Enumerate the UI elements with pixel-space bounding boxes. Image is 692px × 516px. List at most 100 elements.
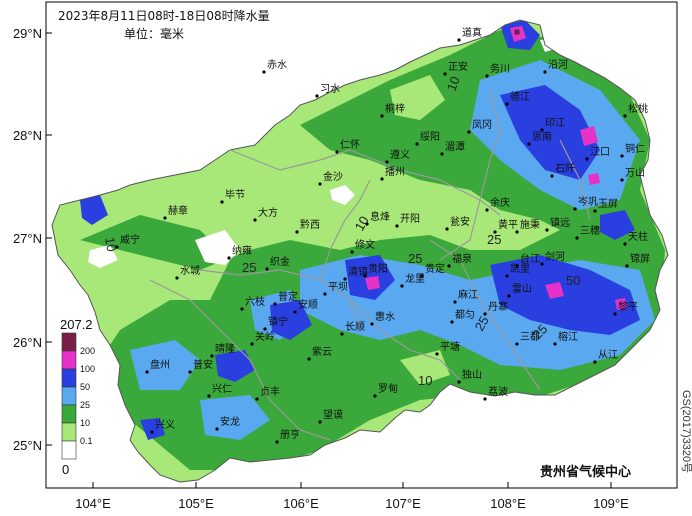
city-dot — [415, 142, 419, 146]
legend-swatch — [61, 368, 77, 388]
city-dot — [253, 218, 257, 222]
city-dot — [573, 207, 577, 211]
city-label: 天柱 — [628, 230, 648, 243]
city-label: 江口 — [590, 146, 610, 158]
city-dot — [483, 312, 487, 316]
legend-label: 0.1 — [80, 436, 93, 446]
city-label: 三穗 — [580, 224, 600, 237]
legend-swatch — [61, 332, 77, 352]
city-label: 施秉 — [520, 218, 540, 231]
city-dot — [505, 102, 509, 106]
city-label: 赤水 — [267, 59, 287, 71]
city-label: 余庆 — [490, 196, 510, 209]
city-label: 凯里 — [510, 262, 530, 275]
legend-swatch — [61, 404, 77, 424]
city-label: 绥阳 — [420, 131, 440, 143]
legend-label: 25 — [80, 400, 90, 410]
city-label: 镇远 — [550, 216, 570, 229]
city-dot — [540, 262, 544, 266]
city-dot — [620, 178, 624, 182]
legend-min-label: 0 — [62, 462, 69, 477]
city-label: 关岭 — [255, 330, 275, 343]
city-dot — [450, 320, 454, 324]
city-dot — [435, 352, 439, 356]
city-label: 凤冈 — [472, 119, 492, 131]
city-label: 德江 — [510, 90, 530, 103]
legend-label: 100 — [80, 364, 95, 374]
prefecture-borders — [149, 89, 591, 441]
lon-label: 104°E — [75, 496, 111, 511]
city-dot — [255, 397, 259, 401]
city-label: 道真 — [462, 26, 482, 39]
lat-label: 29°N — [13, 26, 42, 41]
city-label: 威宁 — [120, 233, 140, 246]
city-dot — [365, 222, 369, 226]
city-dot — [273, 302, 277, 306]
city-dot — [275, 440, 279, 444]
city-dot — [293, 310, 297, 314]
contour-label: 25 — [242, 260, 256, 275]
city-dot — [593, 209, 597, 213]
city-dot — [543, 70, 547, 74]
legend-swatch — [61, 422, 77, 442]
city-label: 万山 — [625, 167, 645, 179]
city-label: 黔西 — [300, 218, 320, 231]
city-label: 荔波 — [488, 385, 508, 398]
contour-label: 25 — [408, 251, 422, 266]
city-label: 仁怀 — [340, 139, 360, 151]
contour-labels: 10 10 10 25 25 25 25 50 25 10 — [102, 74, 580, 388]
city-dot — [623, 114, 627, 118]
city-dot — [575, 236, 579, 240]
city-label: 正安 — [448, 60, 468, 73]
city-dot — [227, 256, 231, 260]
city-dot — [295, 230, 299, 234]
contour-label: 10 — [352, 213, 372, 233]
lon-label: 105°E — [178, 496, 214, 511]
city-label: 兴义 — [155, 419, 175, 431]
city-label: 丹寨 — [488, 300, 508, 313]
city-dot — [220, 200, 224, 204]
province-border — [51, 19, 669, 483]
city-dot — [623, 242, 627, 246]
city-label: 册亨 — [280, 428, 300, 441]
city-label: 安顺 — [298, 298, 318, 311]
city-dot — [335, 150, 339, 154]
city-dot — [515, 342, 519, 346]
city-dot — [343, 277, 347, 281]
city-label: 桐梓 — [385, 102, 405, 115]
city-label: 贵定 — [425, 262, 445, 275]
city-label: 台江 — [520, 252, 540, 265]
city-dot — [188, 370, 192, 374]
city-dot — [620, 154, 624, 158]
contour-label: 10 — [418, 373, 432, 388]
city-dot — [115, 245, 119, 249]
contour-label: 10 — [102, 236, 119, 253]
legend-swatch — [61, 386, 77, 406]
contour-label: 50 — [566, 273, 580, 288]
city-label: 雷山 — [512, 283, 532, 295]
city-dot — [315, 94, 319, 98]
city-label: 赫章 — [168, 204, 188, 217]
city-dot — [493, 230, 497, 234]
map-title: 2023年8月11日08时-18日08时降水量 — [58, 9, 270, 23]
city-dot — [457, 380, 461, 384]
city-label: 兴仁 — [212, 383, 232, 395]
city-label: 普定 — [278, 290, 298, 303]
city-dot — [445, 227, 449, 231]
city-label: 盘州 — [150, 358, 170, 371]
city-label: 三都 — [520, 331, 540, 343]
city-dot — [625, 264, 629, 268]
city-label: 惠水 — [375, 310, 395, 323]
city-dot — [215, 427, 219, 431]
city-label: 水城 — [180, 265, 200, 277]
city-label: 大方 — [258, 206, 278, 219]
map-unit: 单位：毫米 — [124, 26, 184, 41]
city-dot — [210, 354, 214, 358]
legend-max-label: 207.2 — [60, 317, 93, 332]
lon-label: 106°E — [283, 496, 319, 511]
city-label: 修文 — [355, 238, 375, 251]
city-dot — [318, 420, 322, 424]
city-label: 习水 — [320, 83, 340, 95]
city-dot — [340, 332, 344, 336]
legend: 207.2 200 100 50 25 10 0.1 0 — [60, 317, 95, 477]
